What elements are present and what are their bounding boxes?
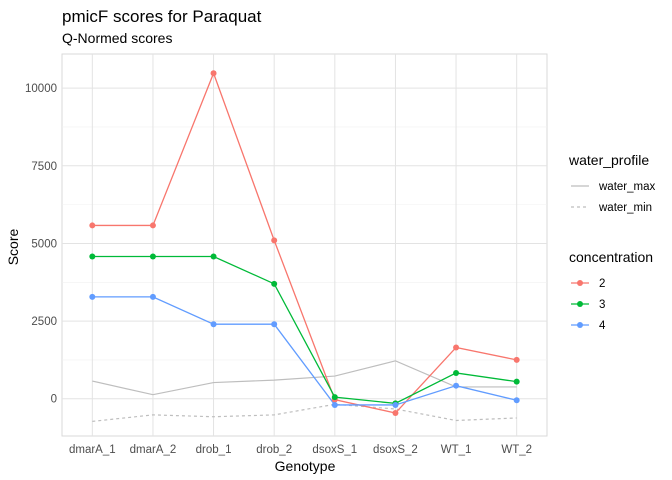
y-tick-label: 10000 (25, 83, 57, 95)
x-tick-label: dsoxS_2 (373, 444, 418, 456)
data-point-series-2 (453, 344, 460, 351)
data-point-series-2 (149, 222, 156, 229)
x-tick-label: dmarA_1 (69, 444, 116, 456)
series-lines (92, 71, 517, 414)
data-point-series-3 (89, 253, 96, 260)
data-point-series-2 (89, 222, 96, 229)
data-point-series-4 (149, 293, 156, 300)
chart-subtitle: Q-Normed scores (62, 30, 172, 46)
data-point-series-3 (149, 253, 156, 260)
data-point-series-2 (392, 410, 399, 417)
x-axis-title: Genotype (275, 458, 336, 474)
x-tick-label: dmarA_2 (130, 444, 177, 456)
minor-gridlines (62, 126, 547, 361)
plot-panel (61, 53, 548, 437)
data-point-series-2 (210, 70, 217, 77)
y-axis-ticks: 0 2500 5000 7500 10000 (25, 83, 57, 406)
data-point-series-4 (331, 401, 338, 408)
y-tick-label: 2500 (31, 316, 57, 328)
x-tick-label: WT_1 (441, 444, 472, 456)
data-point-series-3 (210, 253, 217, 260)
legend-label-concentration-4: 4 (599, 320, 606, 332)
data-point-series-3 (453, 369, 460, 376)
data-point-series-4 (89, 293, 96, 300)
y-tick-label: 0 (51, 394, 57, 406)
y-tick-label: 5000 (31, 238, 57, 250)
chart-title: pmicF scores for Paraquat (62, 7, 262, 26)
legend-title-water-profile: water_profile (568, 152, 649, 168)
data-point-series-2 (513, 356, 520, 363)
legend-key-point-4 (577, 322, 583, 328)
water-profile-lines (92, 360, 517, 422)
data-point-series-4 (513, 397, 520, 404)
y-axis-title: Score (5, 229, 21, 266)
legend-label-water_min: water_min (598, 202, 652, 214)
legend-label-water_max: water_max (598, 181, 655, 193)
ref-line-water_min (92, 403, 517, 422)
legends: water_profile water_max water_min concentra… (568, 152, 655, 332)
y-tick-label: 7500 (31, 161, 57, 173)
x-axis-ticks: dmarA_1 dmarA_2 drob_1 drob_2 dsoxS_1 dsoxS_2… (69, 444, 532, 456)
plot-area (61, 53, 548, 437)
data-point-series-4 (453, 382, 460, 389)
series-line-3 (92, 255, 517, 405)
data-point-series-3 (331, 394, 338, 401)
data-point-series-3 (513, 378, 520, 385)
x-tick-label: drob_2 (256, 444, 292, 456)
data-point-series-3 (271, 280, 278, 287)
legend-title-concentration: concentration (569, 249, 653, 265)
series-line-4 (92, 296, 517, 406)
legend-key-point-3 (577, 301, 583, 307)
ref-line-water_max (92, 360, 517, 396)
x-tick-label: WT_2 (501, 444, 532, 456)
x-tick-label: dsoxS_1 (312, 444, 357, 456)
data-point-series-4 (271, 321, 278, 328)
legend-label-concentration-2: 2 (599, 278, 605, 290)
legend-key-point-2 (577, 280, 583, 286)
data-point-series-4 (210, 321, 217, 328)
series-points (89, 70, 520, 417)
x-tick-label: drob_1 (196, 444, 232, 456)
data-point-series-2 (271, 237, 278, 244)
data-point-series-4 (392, 401, 399, 408)
legend-label-concentration-3: 3 (599, 299, 605, 311)
series-line-2 (92, 71, 517, 414)
